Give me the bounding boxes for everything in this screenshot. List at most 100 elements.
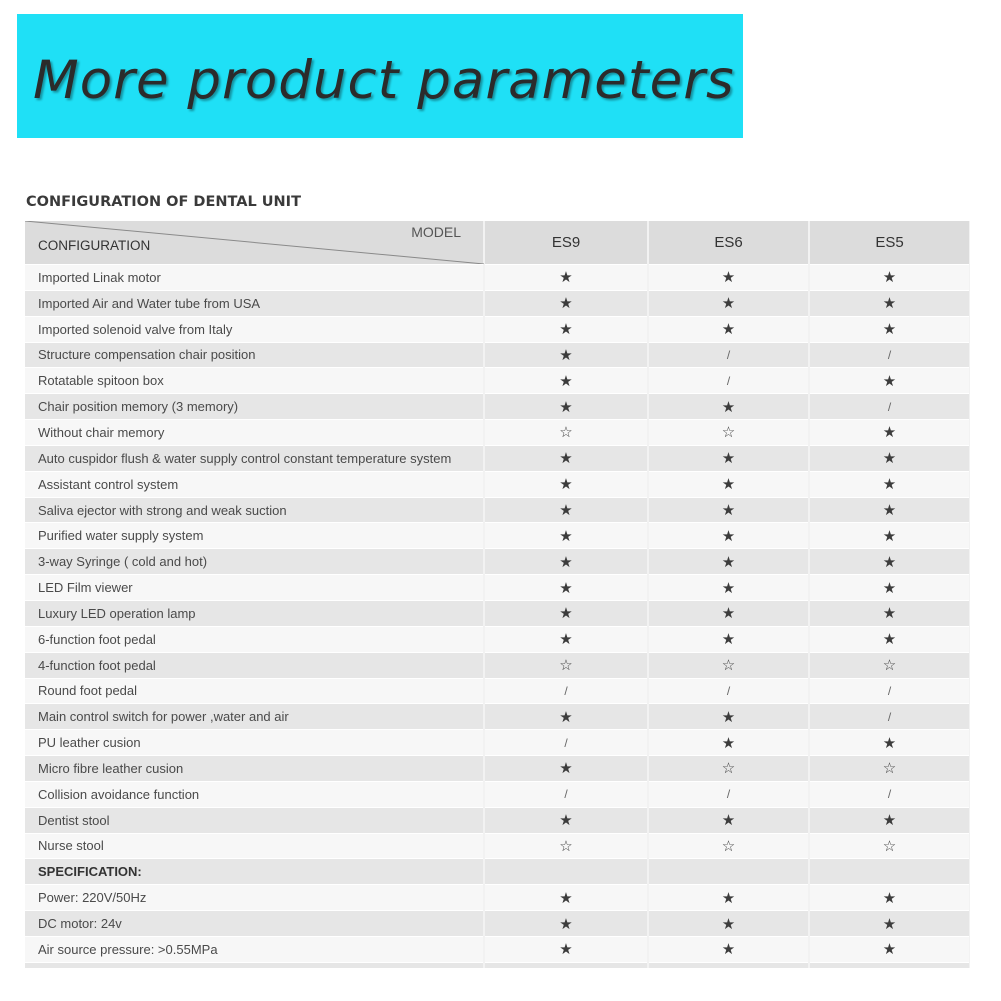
value-cell-es5: ★ [809, 470, 970, 498]
value-cell-es6: ★ [648, 315, 810, 343]
value-cell-es9: ☆ [484, 651, 649, 678]
row-name-cell: Structure compensation chair position [25, 341, 485, 368]
table-row: Purified water supply system ★ ★ ★ [25, 522, 970, 549]
row-name-cell: Water source pressure: 0.2~0.4MPa [25, 961, 485, 968]
table-row: Auto cuspidor flush & water supply contr… [25, 444, 970, 472]
value-cell-es9: ★ [484, 806, 649, 834]
value-cell-es9: ★ [484, 884, 649, 911]
row-name-cell: 4-function foot pedal [25, 651, 485, 678]
table-row: Micro fibre leather cusion ★ ☆ ☆ [25, 755, 970, 782]
table-row: LED Film viewer ★ ★ ★ [25, 574, 970, 601]
title-banner: More product parameters [17, 14, 743, 138]
value-cell-es9 [484, 858, 649, 885]
value-cell-es9: ★ [484, 496, 649, 523]
configuration-label: CONFIGURATION [38, 238, 151, 253]
value-cell-es5: ★ [809, 574, 970, 601]
row-name-cell: Air source pressure: >0.55MPa [25, 935, 485, 963]
value-cell-es6: ★ [648, 625, 810, 653]
value-cell-es9: ★ [484, 548, 649, 575]
value-cell-es5 [809, 858, 970, 885]
value-cell-es5: ★ [809, 264, 970, 291]
value-cell-es6: ★ [648, 393, 810, 420]
value-cell-es9: / [484, 677, 649, 704]
value-cell-es5: ★ [809, 444, 970, 472]
value-cell-es5: ★ [809, 625, 970, 653]
value-cell-es5: ★ [809, 315, 970, 343]
row-name-cell: 6-function foot pedal [25, 625, 485, 653]
value-cell-es5: ★ [809, 806, 970, 834]
value-cell-es5: / [809, 393, 970, 420]
table-row: 3-way Syringe ( cold and hot) ★ ★ ★ [25, 548, 970, 575]
table-row: Without chair memory ☆ ☆ ★ [25, 419, 970, 446]
row-name-cell: LED Film viewer [25, 574, 485, 601]
value-cell-es9: ★ [484, 625, 649, 653]
value-cell-es9: ★ [484, 522, 649, 549]
table-row: Main control switch for power ,water and… [25, 703, 970, 730]
value-cell-es6: ★ [648, 599, 810, 627]
value-cell-es6: ★ [648, 935, 810, 963]
row-name-cell: Micro fibre leather cusion [25, 755, 485, 782]
value-cell-es6: ★ [648, 574, 810, 601]
value-cell-es6: ★ [648, 884, 810, 911]
value-cell-es9: ★ [484, 574, 649, 601]
model-label: MODEL [411, 224, 461, 240]
value-cell-es6: / [648, 367, 810, 394]
value-cell-es5: ★ [809, 884, 970, 911]
value-cell-es5: ★ [809, 289, 970, 317]
row-name-cell: Collision avoidance function [25, 780, 485, 808]
value-cell-es5: ★ [809, 729, 970, 756]
model-header-es5: ES5 [809, 221, 970, 265]
table-row: Saliva ejector with strong and weak suct… [25, 496, 970, 523]
table-row: Collision avoidance function / / / [25, 780, 970, 808]
value-cell-es6: ☆ [648, 651, 810, 678]
table-header-row: MODEL CONFIGURATION ES9 ES6 ES5 [25, 221, 970, 265]
value-cell-es9: / [484, 729, 649, 756]
value-cell-es6: / [648, 780, 810, 808]
table-row: Power: 220V/50Hz ★ ★ ★ [25, 884, 970, 911]
value-cell-es9: ★ [484, 910, 649, 937]
value-cell-es6: ★ [648, 729, 810, 756]
row-name-cell: Round foot pedal [25, 677, 485, 704]
row-name-cell: Power: 220V/50Hz [25, 884, 485, 911]
value-cell-es6: / [648, 341, 810, 368]
table-row: Air source pressure: >0.55MPa ★ ★ ★ [25, 935, 970, 963]
value-cell-es9: ★ [484, 444, 649, 472]
row-name-cell: PU leather cusion [25, 729, 485, 756]
value-cell-es6: ★ [648, 522, 810, 549]
header-diagonal-line [25, 221, 484, 264]
value-cell-es5: ☆ [809, 651, 970, 678]
table-row: Imported Linak motor ★ ★ ★ [25, 264, 970, 291]
value-cell-es9: ★ [484, 315, 649, 343]
value-cell-es5: / [809, 341, 970, 368]
row-name-cell: Saliva ejector with strong and weak suct… [25, 496, 485, 523]
value-cell-es6: ★ [648, 910, 810, 937]
value-cell-es5: ★ [809, 419, 970, 446]
value-cell-es9: / [484, 780, 649, 808]
row-name-cell: Imported Linak motor [25, 264, 485, 291]
table-row: 4-function foot pedal ☆ ☆ ☆ [25, 651, 970, 678]
table-row: Water source pressure: 0.2~0.4MPa★★★ [25, 961, 970, 968]
table-row: Chair position memory (3 memory) ★ ★ / [25, 393, 970, 420]
table-row: SPECIFICATION: [25, 858, 970, 885]
value-cell-es5: ★ [809, 522, 970, 549]
value-cell-es5: ☆ [809, 755, 970, 782]
value-cell-es9: ★ [484, 755, 649, 782]
value-cell-es6: ☆ [648, 832, 810, 859]
value-cell-es9: ☆ [484, 832, 649, 859]
table-row: Nurse stool ☆ ☆ ☆ [25, 832, 970, 859]
configuration-table-container: MODEL CONFIGURATION ES9 ES6 ES5 Imported… [25, 221, 970, 968]
section-heading-cell: SPECIFICATION: [25, 858, 485, 885]
row-name-cell: Purified water supply system [25, 522, 485, 549]
value-cell-es5: ★ [809, 935, 970, 963]
row-name-cell: Luxury LED operation lamp [25, 599, 485, 627]
value-cell-es9: ★ [484, 341, 649, 368]
row-name-cell: DC motor: 24v [25, 910, 485, 937]
value-cell-es5: ☆ [809, 832, 970, 859]
table-row: Imported Air and Water tube from USA ★ ★ ★ [25, 289, 970, 317]
value-cell-es5: ★ [809, 367, 970, 394]
value-cell-es5: / [809, 780, 970, 808]
table-row: Dentist stool ★ ★ ★ [25, 806, 970, 834]
value-cell-es5: ★ [809, 548, 970, 575]
value-cell-es6: ★ [648, 289, 810, 317]
value-cell-es9: ★ [484, 935, 649, 963]
